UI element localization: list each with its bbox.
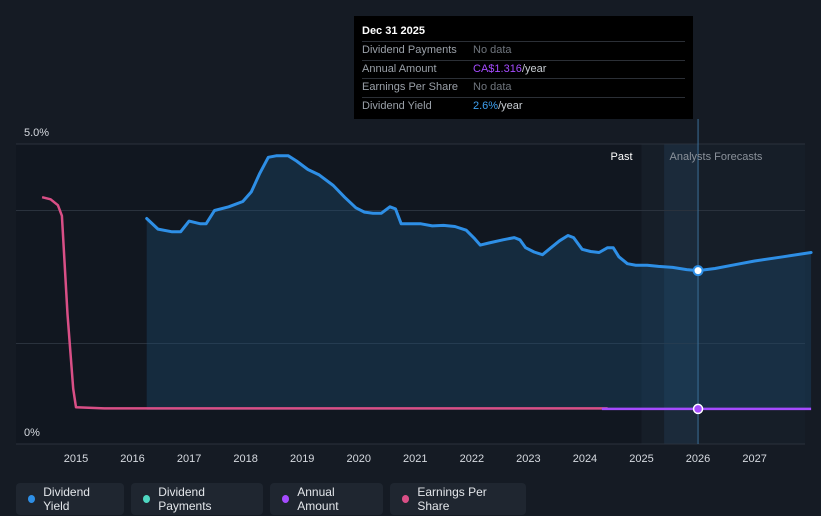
tooltip-row-earnings-per-share: Earnings Per Share No data bbox=[362, 78, 685, 97]
x-tick-label: 2019 bbox=[290, 453, 314, 465]
x-tick-label: 2022 bbox=[460, 453, 484, 465]
earnings-per-share-line bbox=[41, 195, 608, 410]
y-tick-label: 5.0% bbox=[24, 127, 49, 139]
dividend-yield-line bbox=[145, 154, 813, 273]
tooltip-label: Dividend Yield bbox=[362, 99, 432, 112]
x-tick-label: 2025 bbox=[629, 453, 653, 465]
dividend-yield-area bbox=[146, 155, 812, 410]
tooltip: Dec 31 2025 Dividend Payments No data An… bbox=[354, 16, 693, 119]
x-tick-label: 2024 bbox=[573, 453, 597, 465]
legend-label: Earnings Per Share bbox=[417, 485, 487, 513]
legend-dot-icon bbox=[402, 495, 410, 503]
tooltip-value: 2.6% bbox=[473, 99, 499, 112]
legend-dividend-payments[interactable]: Dividend Payments bbox=[131, 483, 263, 515]
annual-amount-marker bbox=[692, 403, 704, 415]
tooltip-value: CA$1.316 bbox=[473, 62, 522, 75]
legend-dividend-yield[interactable]: Dividend Yield bbox=[16, 483, 124, 515]
tooltip-label: Annual Amount bbox=[362, 62, 437, 75]
legend-label: Dividend Yield bbox=[43, 485, 90, 513]
tooltip-value: No data bbox=[473, 81, 512, 93]
x-tick-label: 2027 bbox=[742, 453, 766, 465]
x-tick-label: 2017 bbox=[177, 453, 201, 465]
legend-dot-icon bbox=[28, 495, 36, 503]
tooltip-label: Earnings Per Share bbox=[362, 81, 458, 93]
tooltip-date: Dec 31 2025 bbox=[362, 25, 425, 37]
x-tick-label: 2016 bbox=[120, 453, 144, 465]
legend-dot-icon bbox=[282, 495, 290, 503]
legend-label: Dividend Payments bbox=[158, 485, 212, 513]
tooltip-unit: /year bbox=[498, 99, 523, 112]
tooltip-row-dividend-yield: Dividend Yield 2.6%/year bbox=[362, 96, 685, 116]
legend: Dividend Yield Dividend Payments Annual … bbox=[16, 483, 526, 515]
tooltip-value: No data bbox=[473, 44, 512, 56]
x-tick-label: 2020 bbox=[347, 453, 371, 465]
legend-label: Annual Amount bbox=[297, 485, 339, 513]
legend-earnings-per-share[interactable]: Earnings Per Share bbox=[390, 483, 526, 515]
x-tick-label: 2026 bbox=[686, 453, 710, 465]
past-region bbox=[16, 144, 642, 444]
tooltip-row-annual-amount: Annual Amount CA$1.316/year bbox=[362, 59, 685, 79]
past-label: Past bbox=[610, 151, 632, 163]
legend-dot-icon bbox=[143, 495, 151, 503]
y-tick-label: 0% bbox=[24, 427, 40, 439]
legend-annual-amount[interactable]: Annual Amount bbox=[270, 483, 383, 515]
forecast-label: Analysts Forecasts bbox=[670, 151, 763, 163]
tooltip-label: Dividend Payments bbox=[362, 44, 457, 56]
forecast-highlight bbox=[664, 144, 699, 444]
dividend-yield-marker bbox=[692, 265, 704, 277]
x-tick-label: 2018 bbox=[233, 453, 257, 465]
tooltip-row-dividend-payments: Dividend Payments No data bbox=[362, 41, 685, 60]
x-tick-label: 2015 bbox=[64, 453, 88, 465]
x-tick-label: 2023 bbox=[516, 453, 540, 465]
x-tick-label: 2021 bbox=[403, 453, 427, 465]
tooltip-unit: /year bbox=[521, 62, 547, 75]
